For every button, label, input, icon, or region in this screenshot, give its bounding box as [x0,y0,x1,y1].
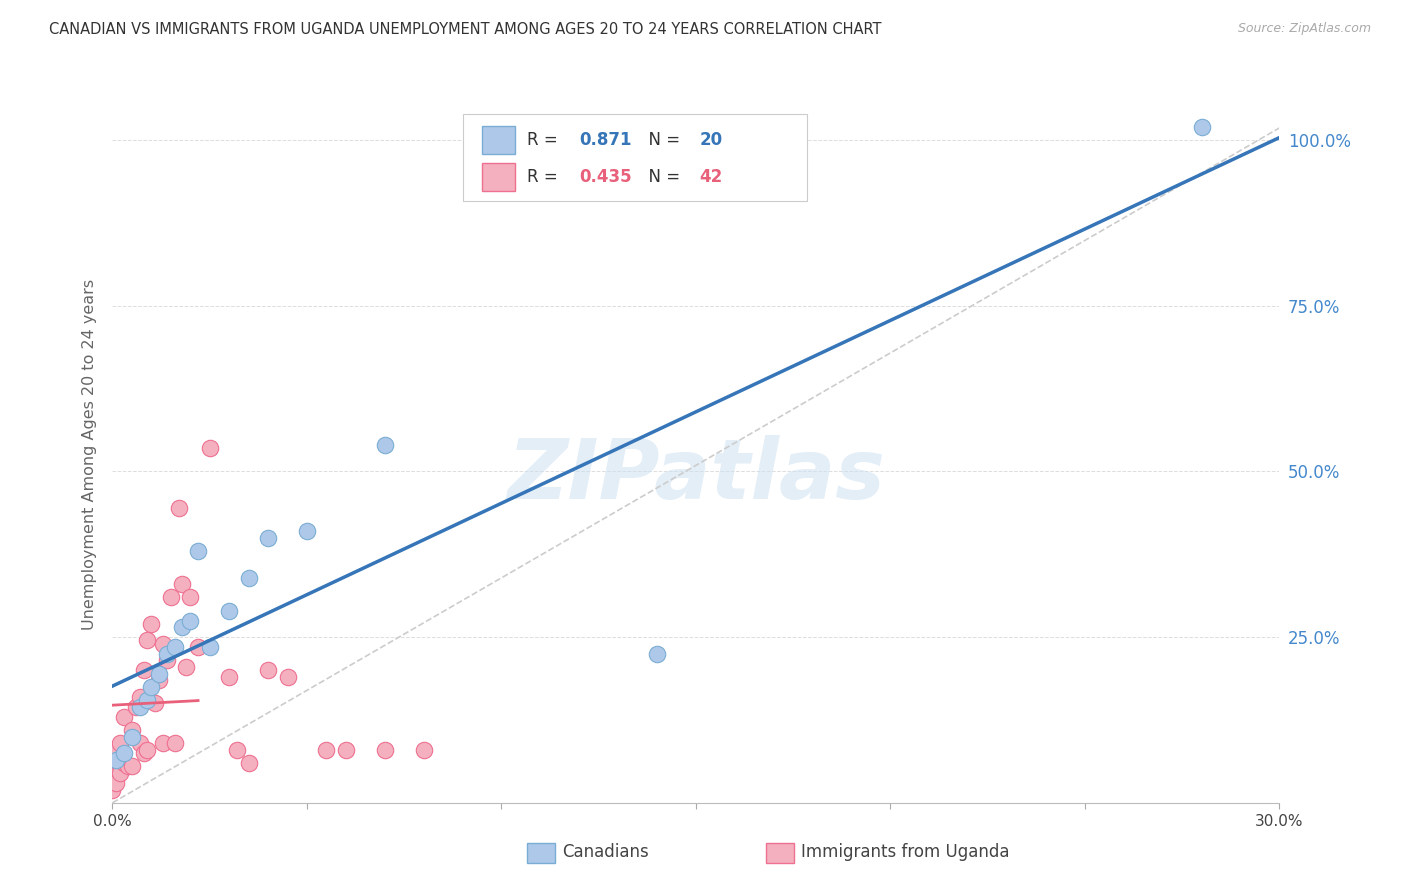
Point [105,743,128,757]
Point [167,500,190,515]
Text: R =: R = [527,131,562,149]
Point [128,736,150,750]
Point [179,614,201,628]
Point [105,753,128,767]
FancyBboxPatch shape [482,126,515,153]
Text: 42: 42 [699,168,723,186]
Point [141,616,163,631]
Point [276,670,298,684]
Point [374,743,396,757]
FancyBboxPatch shape [463,114,807,201]
Text: CANADIAN VS IMMIGRANTS FROM UGANDA UNEMPLOYMENT AMONG AGES 20 TO 24 YEARS CORREL: CANADIAN VS IMMIGRANTS FROM UGANDA UNEMP… [49,22,882,37]
Point [125,699,148,714]
Point [128,699,150,714]
Point [112,746,135,760]
Point [136,633,159,648]
Point [172,577,194,591]
Text: ZIPatlas: ZIPatlas [508,435,884,516]
Point [101,769,124,783]
Point [101,782,124,797]
Text: Source: ZipAtlas.com: Source: ZipAtlas.com [1237,22,1371,36]
Point [148,673,170,688]
Point [136,743,159,757]
Point [136,693,159,707]
Point [218,604,240,618]
Point [160,591,183,605]
Point [645,647,668,661]
Point [156,647,179,661]
Point [132,746,155,760]
Text: Immigrants from Uganda: Immigrants from Uganda [801,843,1010,861]
Point [105,776,128,790]
Point [335,743,357,757]
Text: 0.871: 0.871 [579,131,631,149]
Text: 0.435: 0.435 [579,168,631,186]
Point [198,640,221,654]
Point [179,591,201,605]
Point [112,756,135,770]
Point [187,640,209,654]
Point [128,690,150,704]
Point [172,620,194,634]
Point [110,766,132,780]
Point [163,640,186,654]
Point [148,666,170,681]
Point [117,759,139,773]
Point [238,570,260,584]
Point [374,438,396,452]
Point [238,756,260,770]
Point [143,697,166,711]
Y-axis label: Unemployment Among Ages 20 to 24 years: Unemployment Among Ages 20 to 24 years [82,279,97,631]
Point [152,736,174,750]
Point [412,743,434,757]
Text: N =: N = [638,131,685,149]
Point [315,743,337,757]
Point [176,660,198,674]
Point [101,753,124,767]
Text: N =: N = [638,168,685,186]
Point [295,524,318,538]
Point [152,637,174,651]
Point [156,653,179,667]
FancyBboxPatch shape [482,162,515,191]
Point [226,743,249,757]
Point [163,736,186,750]
Point [141,680,163,694]
Point [121,723,143,737]
Point [257,663,280,677]
Point [110,736,132,750]
Point [112,709,135,723]
Point [121,730,143,744]
Point [132,663,155,677]
Point [1191,120,1213,134]
Point [218,670,240,684]
Point [187,544,209,558]
Text: Canadians: Canadians [562,843,650,861]
Point [121,759,143,773]
Point [198,442,221,456]
Point [257,531,280,545]
Text: R =: R = [527,168,562,186]
Text: 20: 20 [699,131,723,149]
